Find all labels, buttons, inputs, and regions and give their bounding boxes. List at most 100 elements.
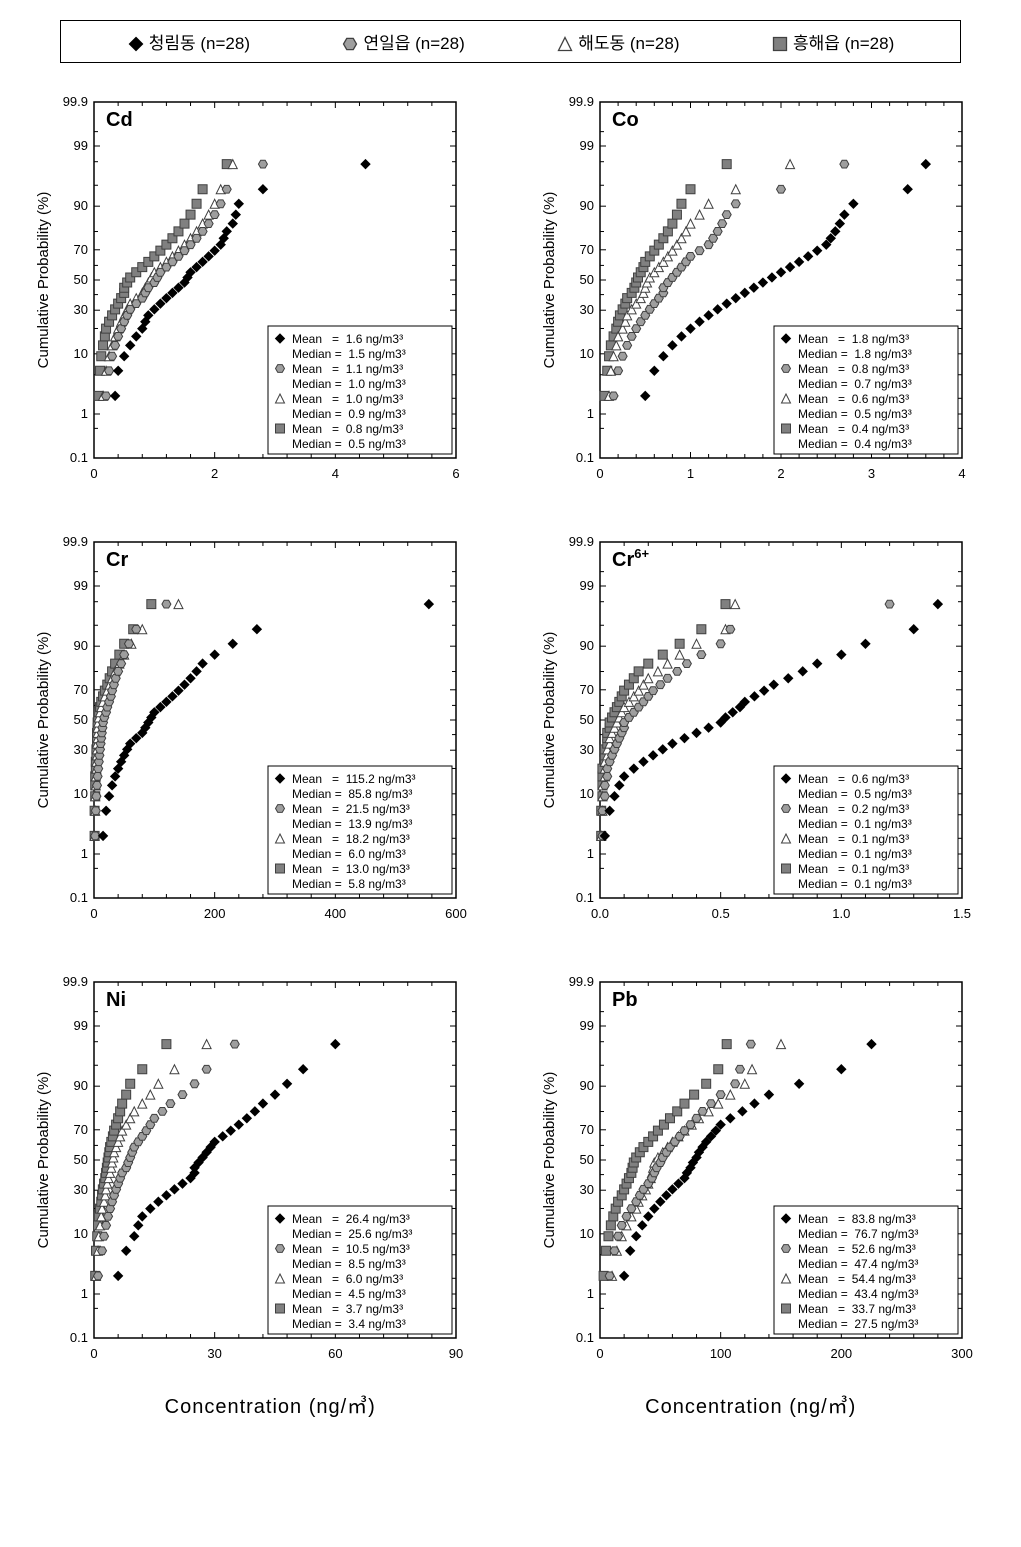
svg-text:30: 30 <box>74 1182 88 1197</box>
svg-text:Mean = 1.6 ng/m3³: Mean = 1.6 ng/m3³ <box>292 332 403 346</box>
legend-item: 연일읍 (n=28) <box>341 29 464 54</box>
svg-text:1: 1 <box>81 1286 88 1301</box>
svg-text:Ni: Ni <box>106 989 126 1011</box>
svg-text:30: 30 <box>579 1182 593 1197</box>
legend-item: 청림동 (n=28) <box>127 29 250 54</box>
svg-text:600: 600 <box>445 906 467 921</box>
legend-label: 흥해읍 (n=28) <box>793 29 894 54</box>
svg-text:Mean = 115.2 ng/m3³: Mean = 115.2 ng/m3³ <box>292 772 416 786</box>
svg-text:70: 70 <box>74 1122 88 1137</box>
svg-text:0.1: 0.1 <box>70 890 88 905</box>
svg-text:99: 99 <box>579 578 593 593</box>
svg-text:1.5: 1.5 <box>952 906 970 921</box>
svg-text:Median = 1.0 ng/m3³: Median = 1.0 ng/m3³ <box>292 377 406 391</box>
svg-text:Mean = 1.0 ng/m3³: Mean = 1.0 ng/m3³ <box>292 392 403 406</box>
svg-text:Mean = 52.6 ng/m3³: Mean = 52.6 ng/m3³ <box>798 1242 916 1256</box>
svg-text:Median = 47.4 ng/m3³: Median = 47.4 ng/m3³ <box>798 1257 918 1271</box>
chart-panel: 0.1110305070909999.90.00.51.01.5Cumulati… <box>536 528 992 938</box>
legend-marker-icon <box>341 35 355 49</box>
legend: 청림동 (n=28) 연일읍 (n=28) 해도동 (n=28) 흥해읍 (n=28) <box>60 20 961 63</box>
svg-text:1: 1 <box>686 466 693 481</box>
svg-text:Median = 8.5 ng/m3³: Median = 8.5 ng/m3³ <box>292 1257 406 1271</box>
svg-text:Cumulative Probability (%): Cumulative Probability (%) <box>541 192 558 369</box>
chart-Pb: 0.1110305070909999.90100200300Cumulative… <box>536 968 976 1378</box>
svg-text:30: 30 <box>207 1346 221 1361</box>
xaxis-label-left: Concentration (ng/㎥) <box>30 1390 511 1419</box>
svg-text:0.1: 0.1 <box>575 450 593 465</box>
svg-text:99: 99 <box>74 1018 88 1033</box>
xaxis-label-right: Concentration (ng/㎥) <box>511 1390 992 1419</box>
svg-text:Median = 27.5 ng/m3³: Median = 27.5 ng/m3³ <box>798 1317 918 1331</box>
svg-text:Median = 0.1 ng/m3³: Median = 0.1 ng/m3³ <box>798 877 912 891</box>
svg-text:50: 50 <box>74 712 88 727</box>
legend-marker-icon <box>127 35 141 49</box>
svg-text:Mean = 10.5 ng/m3³: Mean = 10.5 ng/m3³ <box>292 1242 410 1256</box>
svg-text:Median = 3.4 ng/m3³: Median = 3.4 ng/m3³ <box>292 1317 406 1331</box>
svg-text:Mean = 0.6 ng/m3³: Mean = 0.6 ng/m3³ <box>798 392 909 406</box>
svg-text:Median = 13.9 ng/m3³: Median = 13.9 ng/m3³ <box>292 817 412 831</box>
svg-text:1.0: 1.0 <box>832 906 850 921</box>
svg-text:Cumulative Probability (%): Cumulative Probability (%) <box>541 1072 558 1249</box>
chart-grid: 0.1110305070909999.90246Cumulative Proba… <box>30 88 991 1378</box>
svg-text:400: 400 <box>324 906 346 921</box>
svg-text:2: 2 <box>211 466 218 481</box>
svg-text:90: 90 <box>579 638 593 653</box>
svg-text:Mean = 3.7 ng/m3³: Mean = 3.7 ng/m3³ <box>292 1302 403 1316</box>
svg-text:1: 1 <box>586 1286 593 1301</box>
svg-text:1: 1 <box>81 846 88 861</box>
svg-text:50: 50 <box>579 712 593 727</box>
svg-text:90: 90 <box>579 198 593 213</box>
svg-text:3: 3 <box>867 466 874 481</box>
svg-text:90: 90 <box>74 1078 88 1093</box>
chart-Cr⁶⁺: 0.1110305070909999.90.00.51.01.5Cumulati… <box>536 528 976 938</box>
svg-text:Median = 0.5 ng/m3³: Median = 0.5 ng/m3³ <box>292 437 406 451</box>
svg-text:70: 70 <box>74 682 88 697</box>
svg-text:99.9: 99.9 <box>63 94 88 109</box>
svg-text:4: 4 <box>958 466 965 481</box>
svg-text:10: 10 <box>74 1226 88 1241</box>
svg-text:70: 70 <box>74 242 88 257</box>
chart-panel: 0.1110305070909999.90100200300Cumulative… <box>536 968 992 1378</box>
svg-text:Median = 0.9 ng/m3³: Median = 0.9 ng/m3³ <box>292 407 406 421</box>
svg-text:Mean = 18.2 ng/m3³: Mean = 18.2 ng/m3³ <box>292 832 410 846</box>
svg-text:Mean = 0.6 ng/m3³: Mean = 0.6 ng/m3³ <box>798 772 909 786</box>
svg-text:Median = 0.4 ng/m3³: Median = 0.4 ng/m3³ <box>798 437 912 451</box>
legend-label: 청림동 (n=28) <box>149 29 250 54</box>
svg-text:Co: Co <box>612 109 639 131</box>
svg-text:0: 0 <box>596 1346 603 1361</box>
svg-text:0.1: 0.1 <box>575 890 593 905</box>
svg-text:99: 99 <box>579 138 593 153</box>
svg-text:0: 0 <box>90 466 97 481</box>
legend-item: 흥해읍 (n=28) <box>771 29 894 54</box>
svg-text:6: 6 <box>452 466 459 481</box>
svg-text:Median = 0.5 ng/m3³: Median = 0.5 ng/m3³ <box>798 407 912 421</box>
chart-Co: 0.1110305070909999.901234Cumulative Prob… <box>536 88 976 498</box>
svg-text:Median = 0.1 ng/m3³: Median = 0.1 ng/m3³ <box>798 847 912 861</box>
svg-text:Mean = 26.4 ng/m3³: Mean = 26.4 ng/m3³ <box>292 1212 410 1226</box>
legend-item: 해도동 (n=28) <box>556 29 679 54</box>
chart-panel: 0.1110305070909999.90306090Cumulative Pr… <box>30 968 486 1378</box>
svg-text:Mean = 83.8 ng/m3³: Mean = 83.8 ng/m3³ <box>798 1212 916 1226</box>
svg-text:1: 1 <box>586 846 593 861</box>
svg-text:0.1: 0.1 <box>575 1330 593 1345</box>
svg-text:90: 90 <box>74 198 88 213</box>
svg-text:Mean = 33.7 ng/m3³: Mean = 33.7 ng/m3³ <box>798 1302 916 1316</box>
svg-text:30: 30 <box>579 742 593 757</box>
svg-text:Cd: Cd <box>106 109 133 131</box>
chart-Ni: 0.1110305070909999.90306090Cumulative Pr… <box>30 968 470 1378</box>
svg-text:Cumulative Probability (%): Cumulative Probability (%) <box>35 1072 52 1249</box>
page-root: 청림동 (n=28) 연일읍 (n=28) 해도동 (n=28) 흥해읍 (n=28)… <box>0 0 1021 1439</box>
svg-text:Cumulative Probability (%): Cumulative Probability (%) <box>541 632 558 809</box>
svg-text:1: 1 <box>586 406 593 421</box>
svg-text:60: 60 <box>328 1346 342 1361</box>
svg-text:Mean = 54.4 ng/m3³: Mean = 54.4 ng/m3³ <box>798 1272 916 1286</box>
svg-text:50: 50 <box>74 1152 88 1167</box>
svg-text:4: 4 <box>332 466 339 481</box>
svg-text:30: 30 <box>74 302 88 317</box>
svg-text:99.9: 99.9 <box>568 974 593 989</box>
svg-text:99.9: 99.9 <box>63 974 88 989</box>
svg-text:10: 10 <box>579 346 593 361</box>
svg-text:0: 0 <box>596 466 603 481</box>
svg-text:90: 90 <box>579 1078 593 1093</box>
svg-text:Mean = 1.8 ng/m3³: Mean = 1.8 ng/m3³ <box>798 332 909 346</box>
